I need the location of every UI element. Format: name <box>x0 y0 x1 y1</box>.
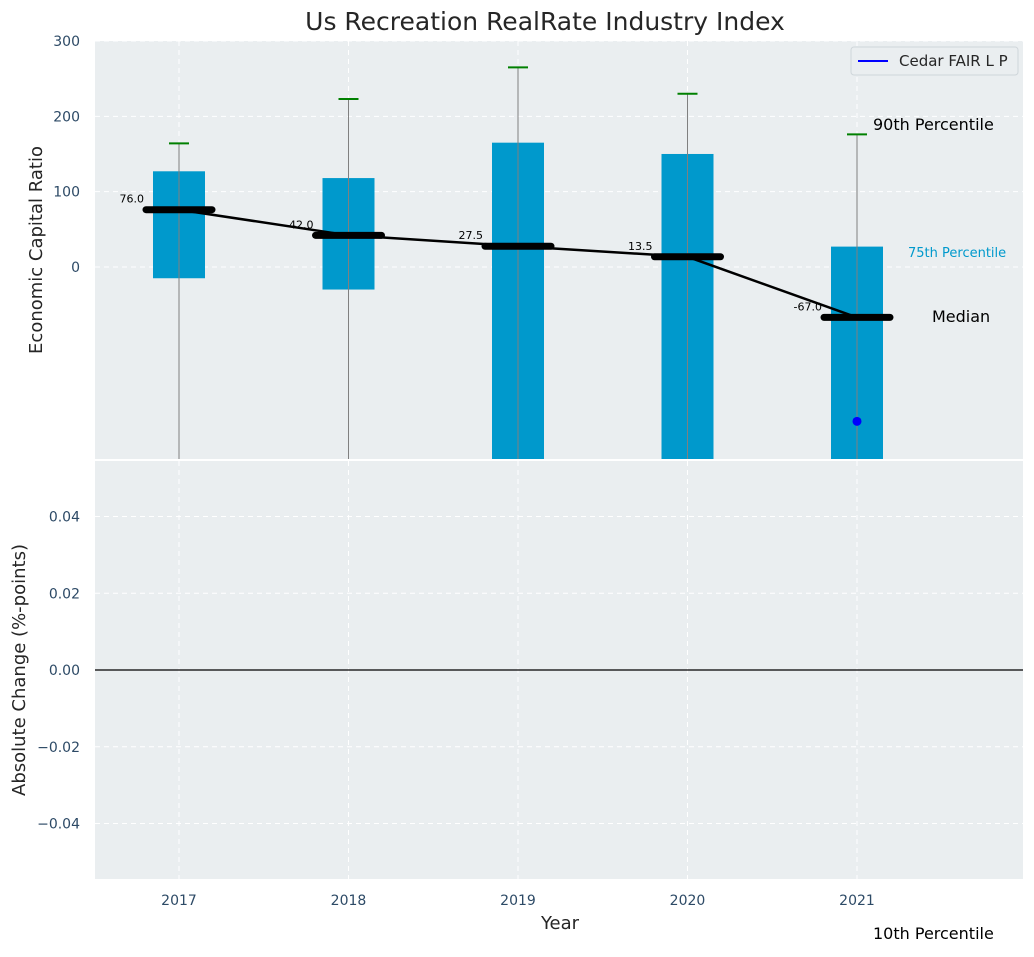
top-marks: 76.0 42.0 27.5 13.5 -67.0 <box>120 66 894 460</box>
xtick-label: 2021 <box>839 893 875 909</box>
annotation-median: Median <box>932 307 990 326</box>
bottom-ytick-label: 0.00 <box>49 663 80 679</box>
legend-box <box>850 46 1019 76</box>
xtick-label: 2017 <box>161 893 197 909</box>
median-value-label: 13.5 <box>628 240 653 253</box>
annotation-p90: 90th Percentile <box>873 115 994 134</box>
top-ytick-label: 0 <box>71 260 80 276</box>
tick-labels: 0 100 200 300 −0.04 −0.02 0.00 0.02 0.04 2017 2018… <box>37 34 875 909</box>
xtick-label: 2018 <box>331 893 367 909</box>
bottom-ylabel: Absolute Change (%-points) <box>9 544 30 796</box>
top-ytick-label: 200 <box>53 109 80 125</box>
median-value-label: -67.0 <box>794 300 822 313</box>
bottom-ytick-label: 0.04 <box>49 510 80 526</box>
xtick-label: 2020 <box>670 893 706 909</box>
median-value-label: 76.0 <box>120 193 145 206</box>
bottom-ytick-label: 0.02 <box>49 586 80 602</box>
top-ylabel: Economic Capital Ratio <box>26 146 47 354</box>
bottom-ytick-label: −0.02 <box>37 740 80 756</box>
annotation-p10: 10th Percentile <box>873 924 994 943</box>
top-ytick-label: 100 <box>53 185 80 201</box>
median-value-label: 27.5 <box>459 229 484 242</box>
median-value-label: 42.0 <box>289 218 314 231</box>
xtick-label: 2019 <box>500 893 536 909</box>
legend-entry-cedar-fair: Cedar FAIR L P <box>899 52 1008 70</box>
x-axis-label: Year <box>540 913 580 934</box>
chart-title: Us Recreation RealRate Industry Index <box>305 7 785 36</box>
top-ytick-label: 300 <box>53 34 80 50</box>
company-point <box>852 416 862 426</box>
legend: Cedar FAIR L P <box>850 46 1019 76</box>
annotation-p75: 75th Percentile <box>908 246 1006 261</box>
bottom-ytick-label: −0.04 <box>37 817 80 833</box>
